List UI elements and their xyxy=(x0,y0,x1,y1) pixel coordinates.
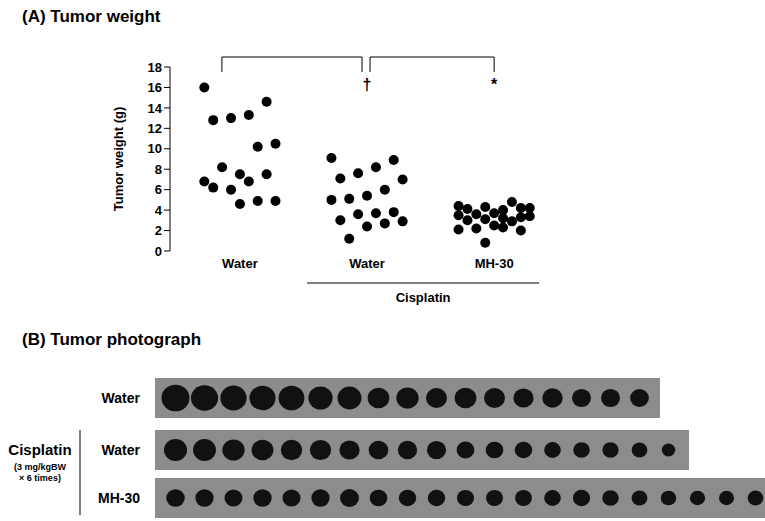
svg-text:(B) Tumor photograph: (B) Tumor photograph xyxy=(22,330,201,349)
svg-text:10: 10 xyxy=(148,141,162,156)
svg-text:Cisplatin: Cisplatin xyxy=(396,290,451,305)
svg-text:8: 8 xyxy=(155,162,162,177)
svg-text:MH-30: MH-30 xyxy=(475,256,514,271)
svg-text:Water: Water xyxy=(222,256,258,271)
svg-text:× 6 times): × 6 times) xyxy=(19,473,61,483)
svg-text:4: 4 xyxy=(155,203,163,218)
svg-text:(3 mg/kgBW: (3 mg/kgBW xyxy=(14,462,67,472)
svg-text:Water: Water xyxy=(102,442,141,458)
svg-text:14: 14 xyxy=(148,101,163,116)
svg-text:Tumor weight (g): Tumor weight (g) xyxy=(111,107,126,211)
svg-text:(A) Tumor weight: (A) Tumor weight xyxy=(22,7,161,26)
svg-text:2: 2 xyxy=(155,223,162,238)
svg-text:Water: Water xyxy=(102,390,141,406)
svg-text:Cisplatin: Cisplatin xyxy=(8,441,71,458)
svg-text:Water: Water xyxy=(349,256,385,271)
svg-text:18: 18 xyxy=(148,60,162,75)
svg-text:0: 0 xyxy=(155,244,162,259)
svg-text:12: 12 xyxy=(148,121,162,136)
svg-text:MH-30: MH-30 xyxy=(98,490,140,506)
svg-text:6: 6 xyxy=(155,182,162,197)
svg-text:*: * xyxy=(491,76,498,93)
svg-text:16: 16 xyxy=(148,80,162,95)
svg-text:†: † xyxy=(363,76,372,93)
